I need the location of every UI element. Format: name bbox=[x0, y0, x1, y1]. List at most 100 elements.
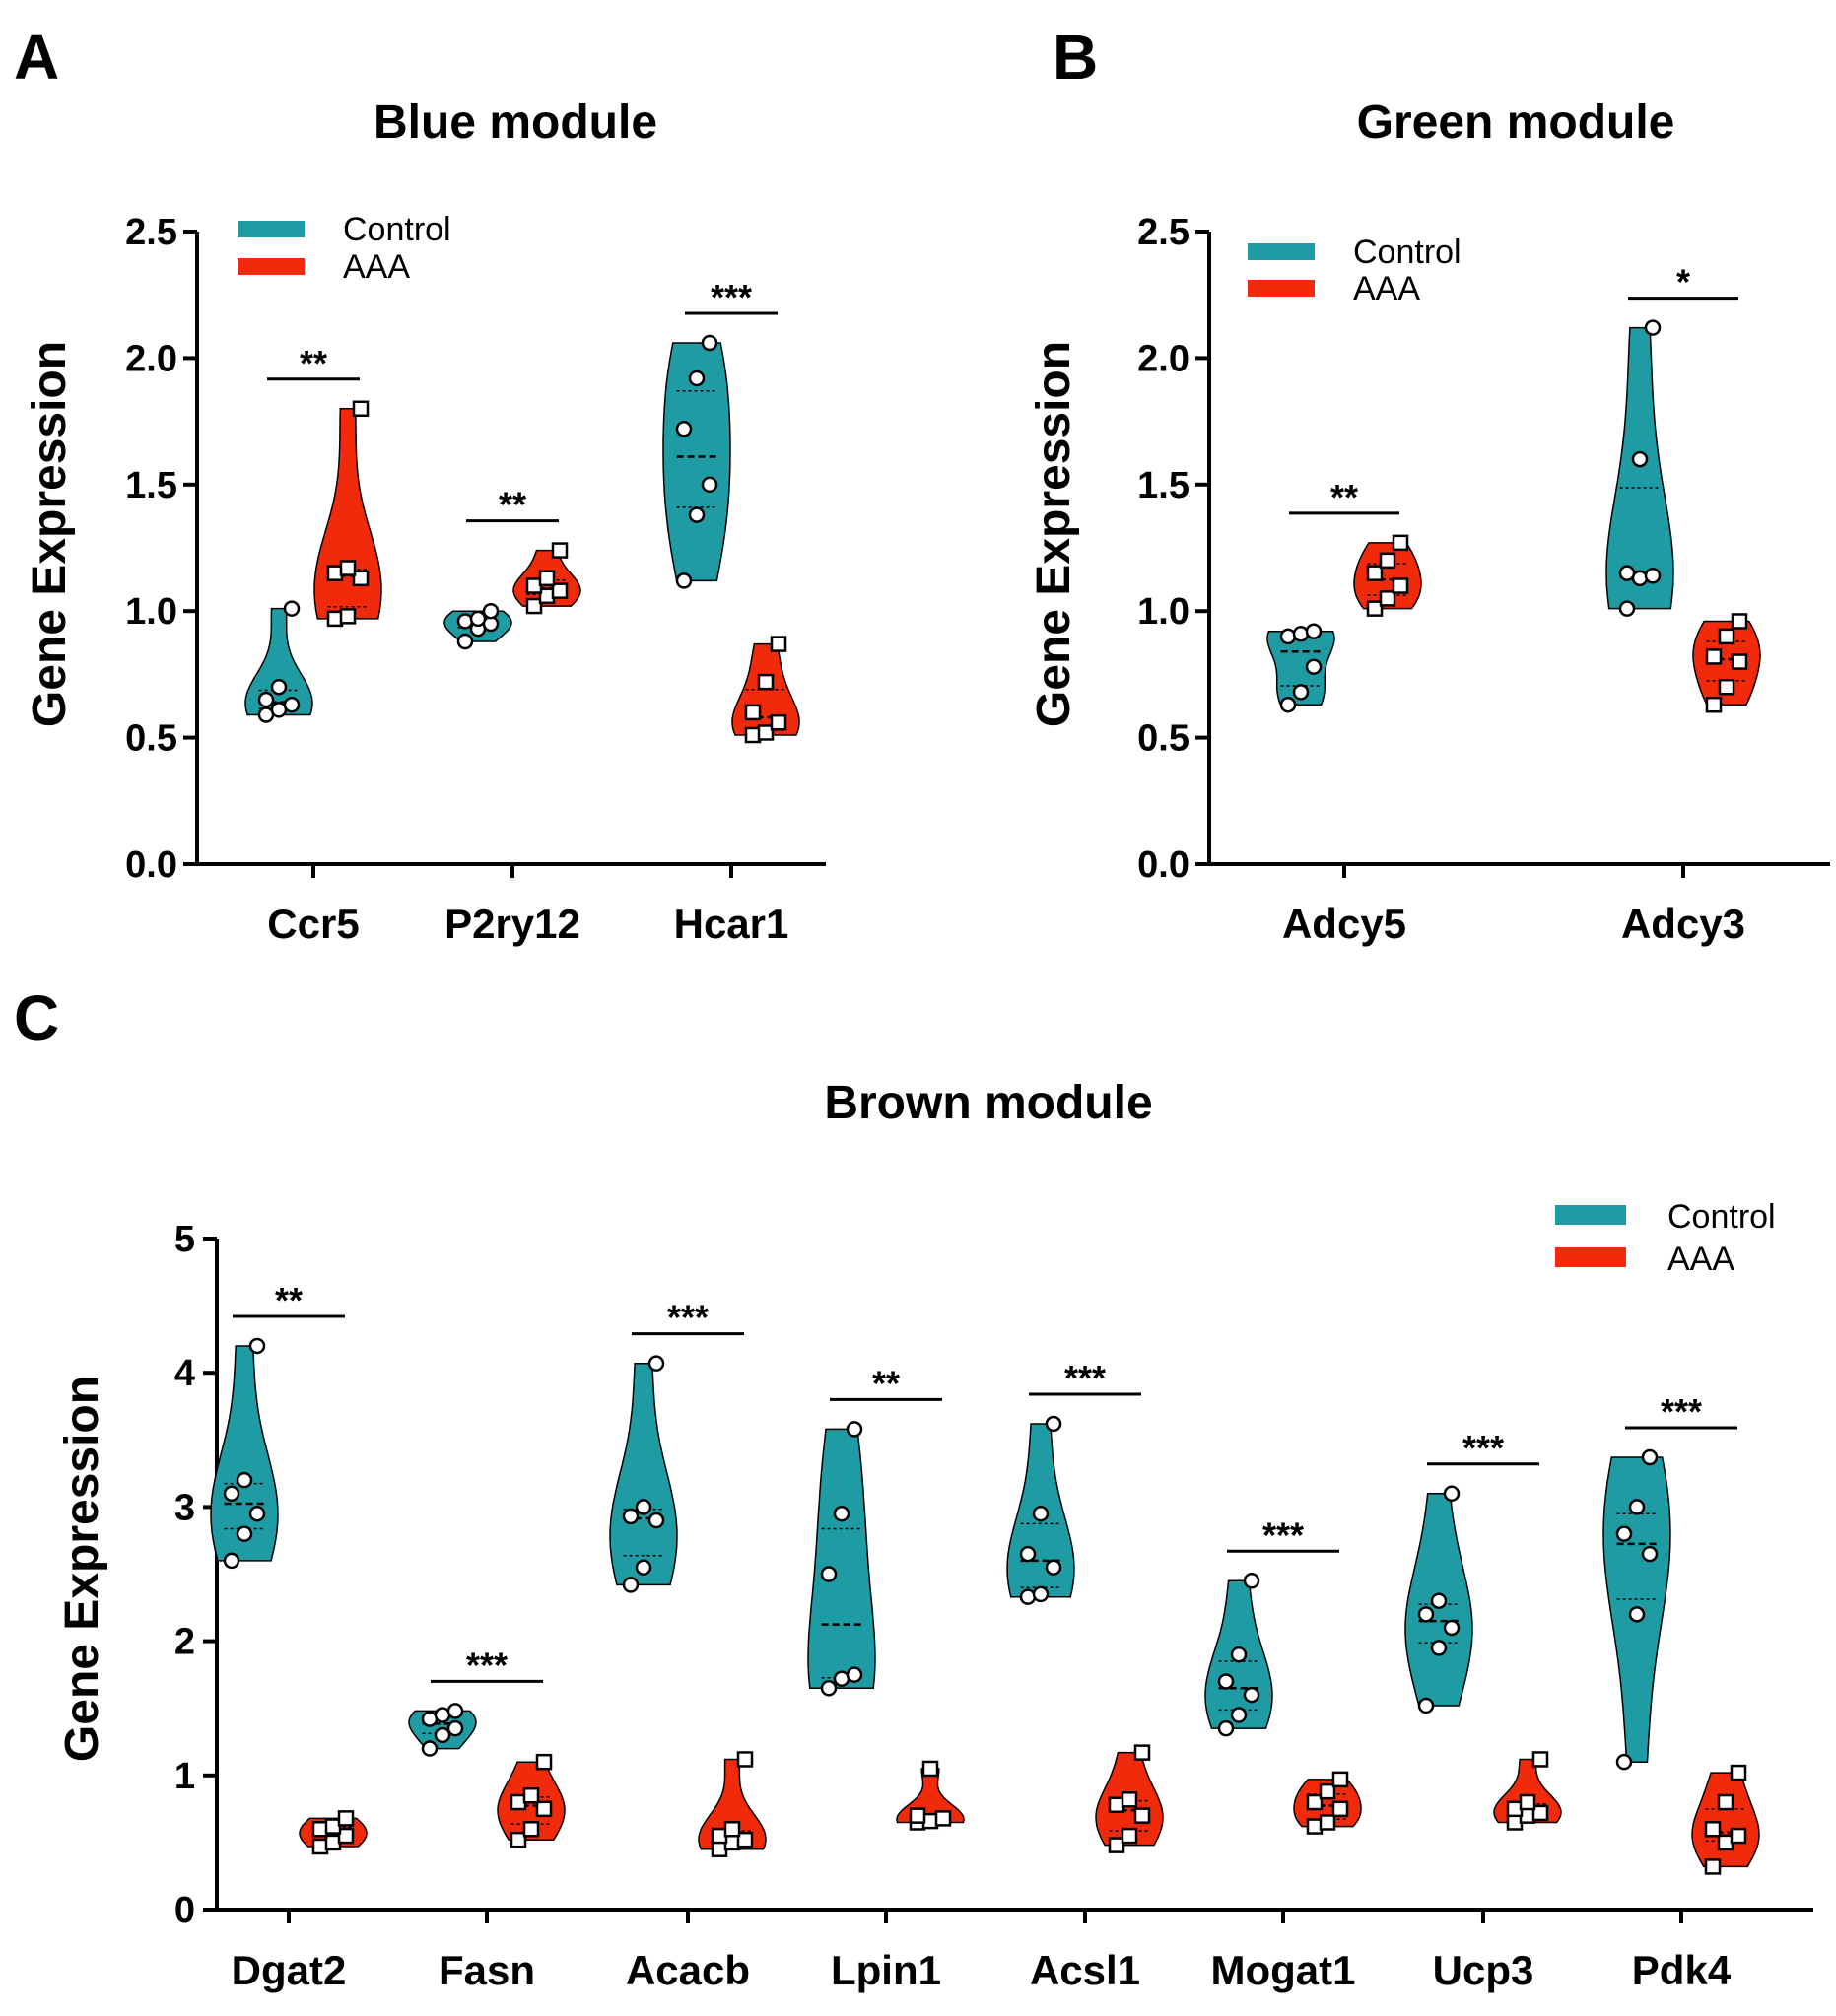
x-tick-label: Acacb bbox=[626, 1947, 750, 1993]
panel-letter-c: C bbox=[14, 982, 59, 1053]
data-point-aaa bbox=[1108, 1837, 1125, 1853]
violin-control bbox=[609, 1362, 678, 1586]
y-tick-label: 0.0 bbox=[125, 844, 177, 886]
data-point-control bbox=[456, 633, 474, 650]
data-point-control bbox=[283, 696, 301, 713]
data-point-control bbox=[675, 421, 693, 437]
data-point-aaa bbox=[337, 1810, 355, 1827]
data-point-aaa bbox=[535, 1753, 553, 1771]
data-point-aaa bbox=[736, 1751, 754, 1768]
data-point-control bbox=[1019, 1588, 1037, 1605]
data-point-aaa bbox=[337, 1827, 355, 1845]
y-tick-label: 1.5 bbox=[1137, 465, 1190, 506]
data-point-control bbox=[1644, 319, 1662, 336]
data-point-control bbox=[820, 1566, 838, 1582]
data-point-aaa bbox=[339, 608, 357, 625]
y-tick-label: 1.5 bbox=[125, 465, 177, 506]
data-point-aaa bbox=[1730, 1827, 1747, 1845]
data-point-control bbox=[1243, 1686, 1260, 1704]
data-point-aaa bbox=[538, 570, 556, 587]
data-point-control bbox=[456, 613, 474, 630]
data-point-control bbox=[647, 1512, 665, 1529]
data-point-aaa bbox=[352, 400, 370, 418]
chart-title-b: Green module bbox=[1357, 97, 1675, 149]
legend-b: Control AAA bbox=[1248, 234, 1462, 307]
data-point-control bbox=[701, 476, 718, 494]
data-point-control bbox=[846, 1666, 863, 1683]
data-point-aaa bbox=[1121, 1791, 1138, 1808]
panel-c: C Brown module Gene Expression 0 1 2 3 4 5 Dga… bbox=[14, 982, 1813, 1993]
data-point-aaa bbox=[1306, 1793, 1324, 1811]
data-point-aaa bbox=[1319, 1814, 1336, 1831]
data-point-aaa bbox=[770, 713, 787, 731]
data-point-aaa bbox=[1705, 696, 1723, 713]
data-point-control bbox=[688, 370, 706, 387]
significance-label: *** bbox=[667, 1298, 709, 1338]
significance-label: ** bbox=[872, 1363, 900, 1403]
data-point-control bbox=[1641, 1448, 1659, 1466]
data-point-aaa bbox=[1704, 1858, 1722, 1875]
data-point-aaa bbox=[522, 1821, 540, 1838]
violin-aaa bbox=[698, 1758, 767, 1850]
plot-layer-a: 0.0 0.5 1.0 1.5 2.0 2.5 Ccr5 ** P2ry12 ** Hcar1 *** bbox=[125, 212, 800, 947]
data-point-aaa bbox=[921, 1760, 939, 1778]
chart-title-c: Brown module bbox=[824, 1077, 1152, 1129]
data-point-control bbox=[1305, 623, 1323, 639]
y-tick-label: 1.0 bbox=[125, 591, 177, 633]
data-point-aaa bbox=[510, 1831, 527, 1848]
data-point-control bbox=[1045, 1559, 1062, 1576]
data-point-aaa bbox=[535, 1800, 553, 1818]
data-point-aaa bbox=[1331, 1800, 1349, 1818]
data-point-aaa bbox=[525, 597, 543, 615]
x-tick-label: Acsl1 bbox=[1030, 1947, 1140, 1993]
plot-layer-c: 0 1 2 3 4 5 Dgat2 ** Fasn *** Acacb *** Lpin1 ** Acsl1… bbox=[174, 1219, 1760, 1993]
significance-label: *** bbox=[1262, 1514, 1304, 1555]
data-point-control bbox=[270, 678, 288, 696]
x-tick-label: Adcy5 bbox=[1282, 901, 1406, 947]
y-tick-label: 2.0 bbox=[1137, 338, 1190, 379]
data-point-aaa bbox=[1121, 1827, 1138, 1845]
data-point-aaa bbox=[1531, 1804, 1549, 1822]
x-tick-label: Hcar1 bbox=[674, 901, 789, 947]
y-tick-label: 2.5 bbox=[125, 212, 177, 253]
x-tick-label: Pdk4 bbox=[1632, 1947, 1732, 1993]
data-point-aaa bbox=[1379, 552, 1396, 570]
data-point-control bbox=[1019, 1545, 1037, 1563]
legend-swatch-aaa bbox=[1555, 1247, 1626, 1267]
x-tick-label: P2ry12 bbox=[444, 901, 580, 947]
legend-swatch-control bbox=[1555, 1205, 1626, 1225]
data-point-control bbox=[1230, 1646, 1248, 1663]
x-tick-label: Dgat2 bbox=[232, 1947, 347, 1993]
data-point-control bbox=[248, 1337, 266, 1355]
data-point-control bbox=[446, 1719, 464, 1737]
data-point-control bbox=[1628, 1606, 1646, 1623]
data-point-control bbox=[1243, 1573, 1260, 1589]
data-point-control bbox=[701, 334, 718, 352]
data-point-control bbox=[1618, 565, 1636, 581]
data-point-control bbox=[236, 1525, 253, 1542]
panel-b: B Green module Gene Expression 0.0 0.5 1.0… bbox=[1028, 22, 1830, 947]
y-tick-label: 1 bbox=[174, 1756, 195, 1797]
data-point-control bbox=[1032, 1585, 1050, 1603]
legend-c: Control AAA bbox=[1555, 1198, 1776, 1278]
data-point-control bbox=[1644, 567, 1662, 584]
legend-label-aaa: AAA bbox=[1667, 1241, 1734, 1278]
data-point-control bbox=[1305, 658, 1323, 675]
x-tick-label: Mogat1 bbox=[1211, 1947, 1356, 1993]
data-point-control bbox=[1230, 1707, 1248, 1723]
y-tick-label: 0 bbox=[174, 1890, 195, 1931]
data-point-control bbox=[1217, 1673, 1235, 1690]
significance-label: ** bbox=[1330, 477, 1358, 517]
data-point-control bbox=[469, 610, 487, 628]
legend-swatch-aaa bbox=[238, 258, 305, 275]
y-tick-label: 5 bbox=[174, 1219, 195, 1260]
data-point-control bbox=[482, 602, 500, 620]
data-point-aaa bbox=[1319, 1782, 1336, 1800]
data-point-aaa bbox=[1366, 565, 1384, 581]
y-tick-label: 2.0 bbox=[125, 338, 177, 379]
y-axis-label-b: Gene Expression bbox=[1028, 341, 1080, 727]
y-axis-label-a: Gene Expression bbox=[24, 341, 76, 727]
data-point-control bbox=[688, 506, 706, 523]
significance-label: ** bbox=[499, 485, 526, 525]
data-point-control bbox=[820, 1680, 838, 1697]
